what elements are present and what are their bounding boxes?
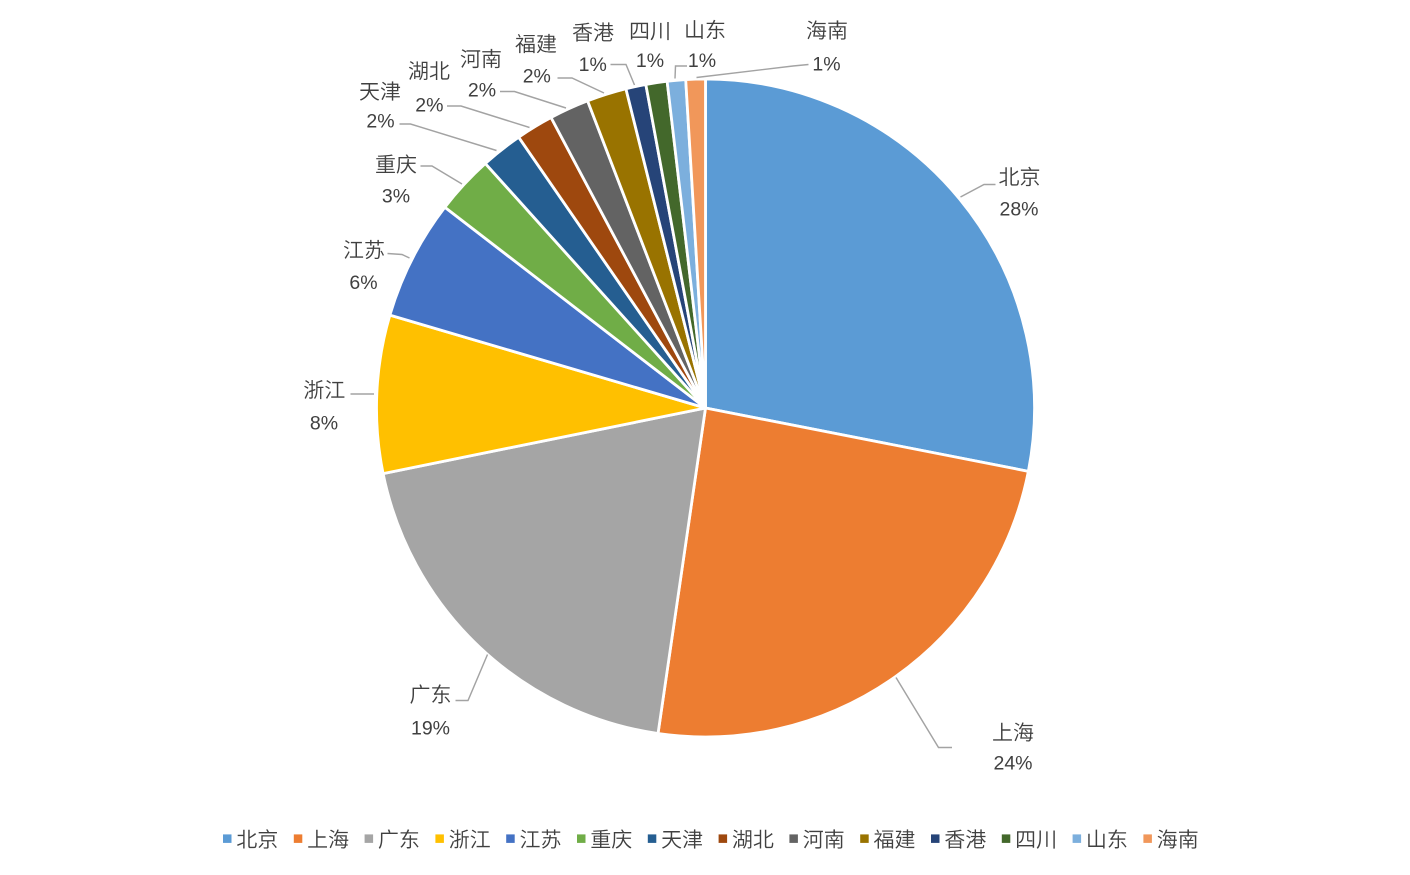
svg-text:1%: 1% bbox=[812, 53, 840, 75]
svg-text:1%: 1% bbox=[688, 50, 716, 72]
svg-text:2%: 2% bbox=[366, 111, 394, 133]
svg-text:2%: 2% bbox=[415, 95, 443, 117]
svg-text:1%: 1% bbox=[579, 54, 607, 76]
svg-text:6%: 6% bbox=[349, 272, 377, 294]
svg-text:28%: 28% bbox=[999, 199, 1038, 221]
svg-text:24%: 24% bbox=[993, 753, 1032, 775]
svg-text:3%: 3% bbox=[382, 186, 410, 208]
svg-text:19%: 19% bbox=[411, 718, 450, 740]
svg-text:2%: 2% bbox=[468, 80, 496, 102]
svg-text:1%: 1% bbox=[636, 50, 664, 72]
svg-text:8%: 8% bbox=[310, 413, 338, 435]
svg-text:2%: 2% bbox=[523, 66, 551, 88]
